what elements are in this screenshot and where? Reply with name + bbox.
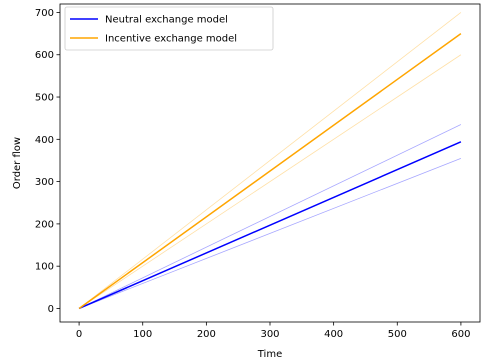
y-tick-label: 400	[35, 135, 54, 146]
series-0-upper-band	[78, 124, 462, 309]
y-axis-label: Order flow	[12, 137, 23, 189]
y-tick-label: 700	[35, 8, 54, 19]
x-tick-label: 600	[451, 329, 470, 340]
x-tick-label: 100	[133, 329, 152, 340]
y-tick-label: 300	[35, 177, 54, 188]
x-tick-label: 300	[260, 329, 279, 340]
legend-box	[64, 6, 274, 51]
y-tick-label: 200	[35, 219, 54, 230]
legend-label: Incentive exchange model	[105, 34, 237, 45]
series-lines	[78, 32, 462, 310]
legend-label: Neutral exchange model	[105, 15, 228, 26]
legend: Neutral exchange model Incentive exchange…	[64, 6, 274, 51]
x-tick-label: 0	[76, 329, 82, 340]
y-tick-label: 500	[35, 93, 54, 104]
series-1-line	[78, 32, 462, 310]
x-tick-label: 400	[324, 329, 343, 340]
series-1-upper-band	[78, 12, 462, 309]
x-axis: 0 100 200 300 400 500 600	[76, 322, 470, 340]
series-1-lower-band	[78, 54, 462, 309]
y-tick-label: 100	[35, 262, 54, 273]
y-axis: 0 100 200 300 400 500 600 700	[35, 8, 60, 315]
x-tick-label: 200	[197, 329, 216, 340]
confidence-bands	[78, 12, 462, 309]
x-tick-label: 500	[388, 329, 407, 340]
plot-area	[59, 3, 481, 323]
series-0-line	[78, 141, 462, 310]
x-axis-label: Time	[257, 349, 282, 360]
y-tick-label: 0	[48, 304, 54, 315]
series-0-lower-band	[78, 157, 462, 309]
y-tick-label: 600	[35, 50, 54, 61]
